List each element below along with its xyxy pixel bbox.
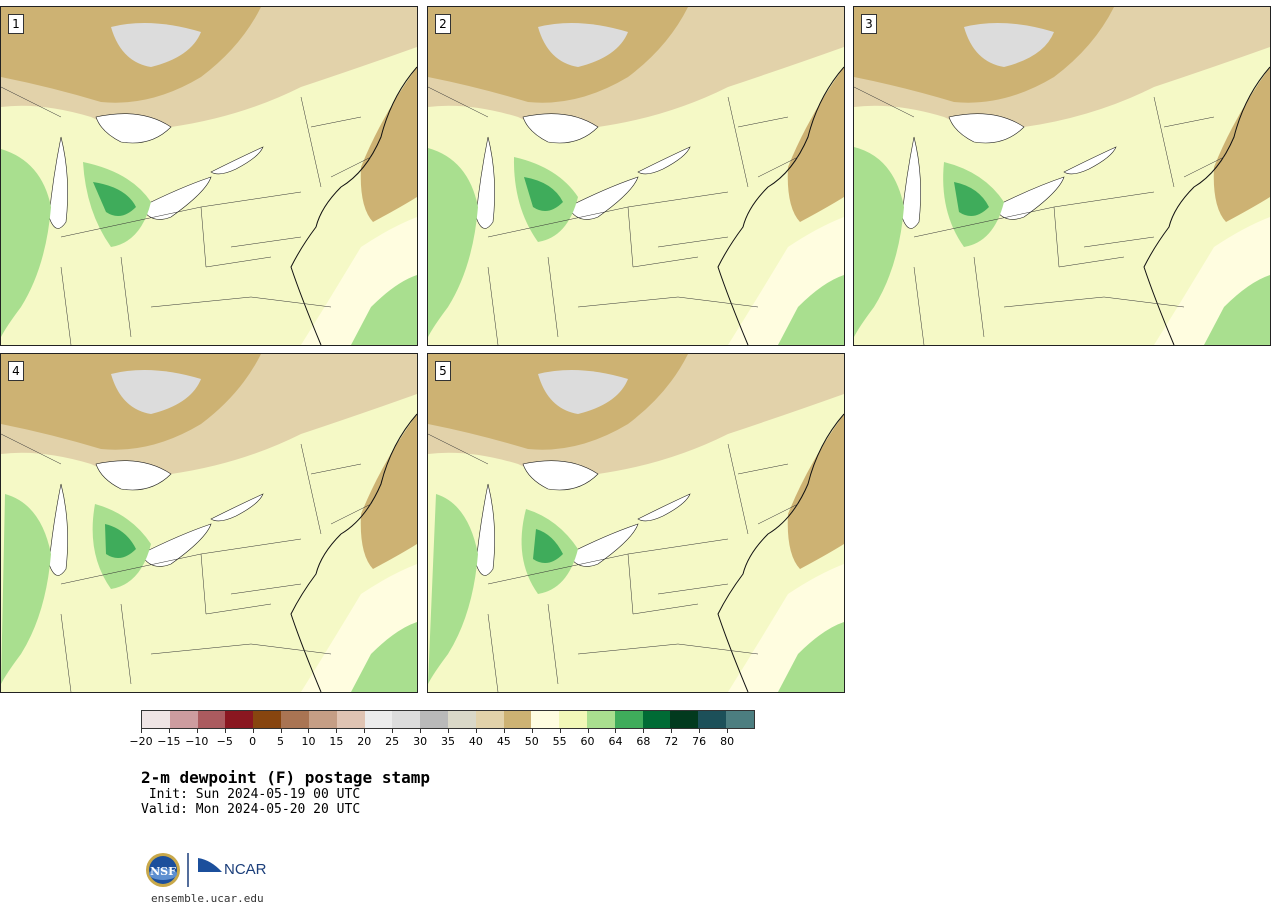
colorbar-tick-label: 40 xyxy=(468,735,483,748)
colorbar-tick-mark xyxy=(168,729,170,733)
colorbar-segment xyxy=(197,711,226,728)
colorbar-tick-label: 68 xyxy=(636,735,651,748)
colorbar-tick-label: −20 xyxy=(129,735,153,748)
footer-url: ensemble.ucar.edu xyxy=(151,892,264,905)
colorbar-tick-label: 60 xyxy=(580,735,595,748)
colorbar-tick-mark xyxy=(448,729,449,733)
colorbar-tick-label: 50 xyxy=(524,735,539,748)
colorbar-segment xyxy=(392,711,421,728)
logo-group: NSF NCAR xyxy=(145,850,275,890)
ncar-logo-icon: NCAR xyxy=(198,858,267,878)
colorbar-tick-mark xyxy=(308,729,310,733)
dewpoint-map-3 xyxy=(854,7,1270,345)
dewpoint-map-1 xyxy=(1,7,417,345)
valid-time: Valid: Mon 2024-05-20 20 UTC xyxy=(141,802,361,817)
colorbar-segment xyxy=(531,711,560,728)
member-label: 2 xyxy=(435,14,451,34)
colorbar-tick-mark xyxy=(196,729,198,733)
colorbar-tick-mark xyxy=(224,729,226,733)
colorbar-tick-mark xyxy=(643,729,645,733)
colorbar-segment xyxy=(281,711,309,728)
colorbar-tick-mark xyxy=(559,729,561,733)
member-label: 1 xyxy=(8,14,24,34)
dewpoint-map-4 xyxy=(1,354,417,692)
colorbar-segment xyxy=(225,711,254,728)
colorbar-tick-mark xyxy=(392,729,394,733)
member-panel-3: 3 xyxy=(853,6,1271,346)
colorbar-tick-label: 45 xyxy=(496,735,511,748)
colorbar-tick-label: 35 xyxy=(441,735,455,748)
colorbar-segment xyxy=(670,711,699,728)
colorbar-tick-label: 76 xyxy=(692,735,707,748)
colorbar-segment xyxy=(559,711,587,728)
colorbar-tick-mark xyxy=(587,729,589,733)
colorbar-segment xyxy=(726,711,754,728)
colorbar-tick-label: −10 xyxy=(185,735,209,748)
colorbar-tick-mark xyxy=(475,729,477,733)
colorbar-tick-mark xyxy=(420,729,422,733)
svg-text:NCAR: NCAR xyxy=(224,861,267,878)
colorbar-tick-label: 72 xyxy=(664,735,679,748)
colorbar-tick-mark xyxy=(503,729,505,733)
colorbar-tick-mark xyxy=(336,729,338,733)
colorbar-tick-mark xyxy=(280,729,282,733)
colorbar-tick-mark xyxy=(615,729,617,733)
member-panel-2: 2 xyxy=(427,6,845,346)
colorbar-tick-mark xyxy=(141,729,142,733)
colorbar-segment xyxy=(447,711,476,728)
colorbar-tick-label: 20 xyxy=(357,735,372,748)
colorbar-segment xyxy=(698,711,727,728)
colorbar-tick-mark xyxy=(531,729,533,733)
colorbar-tick-mark xyxy=(364,729,366,733)
colorbar-tick-label: 15 xyxy=(329,735,344,748)
colorbar-segment xyxy=(614,711,643,728)
colorbar-segment xyxy=(475,711,504,728)
colorbar-segment xyxy=(308,711,337,728)
dewpoint-map-5 xyxy=(428,354,844,692)
colorbar-tick-label: −5 xyxy=(216,735,233,748)
plot-title: 2-m dewpoint (F) postage stamp xyxy=(141,768,430,787)
colorbar-tick-label: 25 xyxy=(385,735,400,748)
colorbar-segment xyxy=(336,711,365,728)
colorbar-tick-label: 80 xyxy=(720,735,735,748)
member-panel-5: 5 xyxy=(427,353,845,693)
colorbar-segment xyxy=(503,711,532,728)
colorbar-tick-mark xyxy=(699,729,701,733)
colorbar-ticks: −20 −15 −10 −5 0 5 10 15 20 25 30 35 40 45 50 55 60 64 68 7… xyxy=(129,729,755,749)
nsf-logo-icon: NSF xyxy=(146,853,180,887)
member-panel-1: 1 xyxy=(0,6,418,346)
colorbar-tick-label: 10 xyxy=(301,735,316,748)
colorbar-tick-mark xyxy=(671,729,673,733)
dewpoint-map-2 xyxy=(428,7,844,345)
colorbar-tick-mark xyxy=(252,729,254,733)
colorbar-tick-label: 64 xyxy=(608,735,623,748)
member-label: 4 xyxy=(8,361,24,381)
svg-text:NSF: NSF xyxy=(150,865,176,878)
member-label: 5 xyxy=(435,361,451,381)
colorbar-tick-label: 55 xyxy=(552,735,567,748)
colorbar-tick-label: 5 xyxy=(277,735,285,748)
colorbar xyxy=(141,710,755,729)
colorbar-segment xyxy=(642,711,671,728)
colorbar-segment xyxy=(169,711,198,728)
colorbar-segment xyxy=(253,711,282,728)
colorbar-segment xyxy=(142,711,170,728)
colorbar-tick-label: −15 xyxy=(157,735,181,748)
colorbar-segment xyxy=(587,711,615,728)
member-label: 3 xyxy=(861,14,877,34)
member-panel-4: 4 xyxy=(0,353,418,693)
colorbar-tick-mark xyxy=(727,729,729,733)
init-time: Init: Sun 2024-05-19 00 UTC xyxy=(141,787,361,802)
colorbar-tick-label: 0 xyxy=(249,735,257,748)
colorbar-segment xyxy=(364,711,393,728)
colorbar-tick-label: 30 xyxy=(413,735,428,748)
colorbar-segment xyxy=(420,711,448,728)
